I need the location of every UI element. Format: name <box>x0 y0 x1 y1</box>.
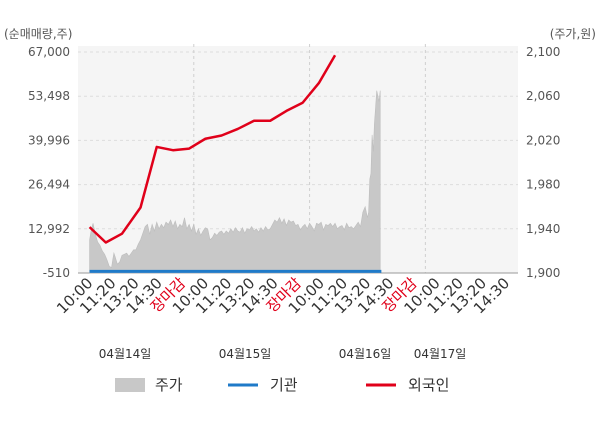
right-axis-tick-label: 2,100 <box>526 45 560 59</box>
right-axis-ticks: 2,100 2,060 2,020 1,980 1,940 1,900 <box>526 45 560 280</box>
legend-label-foreigner: 외국인 <box>408 376 449 394</box>
legend-label-price: 주가 <box>155 376 183 394</box>
right-axis-tick-label: 2,020 <box>526 133 560 147</box>
price-area-series <box>89 90 381 274</box>
legend-label-institution: 기관 <box>270 376 298 394</box>
left-axis-tick-label: 53,498 <box>28 89 70 103</box>
left-axis-tick-label: 39,996 <box>28 133 70 147</box>
left-axis-tick-label: 26,494 <box>28 178 70 192</box>
date-label: 04월15일 <box>219 347 272 361</box>
left-axis-tick-label: -510 <box>43 266 70 280</box>
right-axis-unit-label: (주가,원) <box>550 27 596 41</box>
legend: 주가 기관 외국인 <box>115 376 449 394</box>
left-axis-tick-label: 67,000 <box>28 45 70 59</box>
date-label: 04월16일 <box>339 347 392 361</box>
right-axis-tick-label: 1,900 <box>526 266 560 280</box>
right-axis-tick-label: 1,980 <box>526 178 560 192</box>
x-axis-ticks: 10:0011:2013:2014:30장마감10:0011:2013:2014… <box>53 274 513 317</box>
date-label: 04월17일 <box>414 347 467 361</box>
foreigner-line <box>88 54 337 244</box>
price-area <box>89 90 381 274</box>
date-label: 04월14일 <box>99 347 152 361</box>
left-axis-ticks: 67,000 53,498 39,996 26,494 12,992 -510 <box>28 45 70 280</box>
left-axis-tick-label: 12,992 <box>28 222 70 236</box>
left-axis-unit-label: (순매매량,주) <box>4 27 72 41</box>
right-axis-tick-label: 1,940 <box>526 222 560 236</box>
legend-swatch-price <box>115 378 145 392</box>
right-axis-tick-label: 2,060 <box>526 89 560 103</box>
date-labels: 04월14일 04월15일 04월16일 04월17일 <box>99 347 467 361</box>
foreigner-line-series <box>88 54 337 244</box>
